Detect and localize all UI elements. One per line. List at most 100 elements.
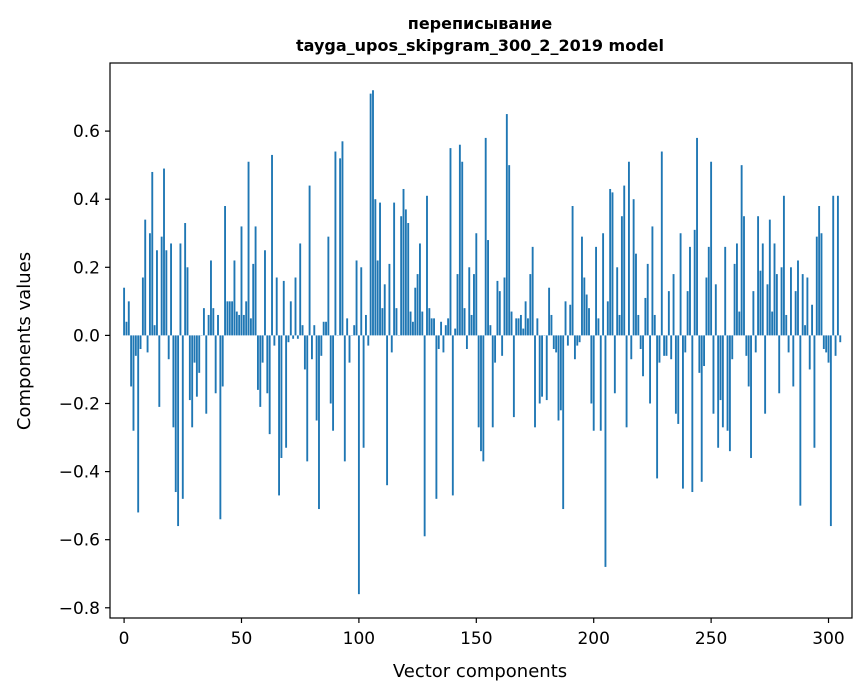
bar [170,243,172,336]
bar [818,206,821,336]
x-tick-label: 250 [695,629,727,649]
bar [198,335,201,373]
bar [627,161,630,336]
bar [280,335,283,458]
bar [308,185,311,336]
bar [325,321,327,336]
bar [167,335,170,360]
bar [480,335,482,452]
bar [339,158,342,336]
bar [374,199,377,336]
bar [141,277,144,336]
bar [461,161,464,336]
bar [184,223,187,336]
x-tick-label: 200 [577,629,609,649]
bar [764,335,767,414]
bar [275,277,278,336]
bar [703,335,706,367]
plot-frame [109,62,853,619]
bar [245,301,248,336]
bar [541,335,543,397]
bar [517,318,520,336]
bar [827,335,830,363]
bar [677,335,680,424]
bar [146,335,149,353]
bar [714,284,717,336]
bar [757,216,760,336]
bar [693,229,696,336]
bar [395,308,398,336]
bar [224,206,226,336]
bar [475,233,478,336]
bar [686,291,689,336]
y-tick-label: −0.8 [59,599,100,619]
bar [820,233,823,336]
bar [463,308,466,336]
bar [583,277,586,336]
bar [299,243,302,336]
bar [618,314,621,336]
bar [602,233,605,336]
bar [613,335,616,394]
bar [139,335,142,350]
bar [581,236,583,336]
bar [407,223,410,336]
bar [790,267,792,336]
bar [552,335,555,350]
bar [181,335,184,499]
bar [210,260,212,336]
bar [804,325,806,336]
bar [527,318,529,336]
bar [806,277,809,336]
bar [510,311,513,336]
bar [423,335,426,537]
bar [177,335,180,527]
y-tick-label: 0.2 [73,258,100,278]
bar [264,250,266,336]
bar [832,195,835,336]
bar [287,335,290,343]
bar [747,335,750,387]
bar [125,321,128,336]
bar [456,274,459,336]
bar [501,335,504,356]
bar [383,284,386,336]
x-tick-label: 100 [343,629,375,649]
bar [637,314,640,336]
y-axis-label: Components values [14,252,35,430]
bar [588,308,590,336]
bar [353,325,356,336]
bar [137,335,140,513]
bar [416,274,419,336]
bar [266,335,269,394]
bar [691,335,694,493]
bar [508,165,511,336]
bar [217,314,219,336]
bar [646,263,649,336]
bar [311,335,313,360]
bar [386,335,389,486]
bar [738,311,741,336]
bar [212,308,215,336]
bar [172,335,175,428]
bar [306,335,309,462]
bar [564,301,567,336]
bar [151,171,154,336]
bar [165,250,168,336]
bar [419,243,421,336]
bar [202,308,205,336]
bar [390,335,393,353]
bar [609,188,612,336]
bar [271,154,273,336]
plot-area [109,62,853,619]
bar [482,335,485,462]
bar [465,335,468,350]
bar [801,274,804,336]
bar [752,291,755,336]
bar [256,335,259,390]
bar [649,335,651,404]
bar [320,335,323,356]
bar [296,335,299,339]
bar [740,165,743,336]
